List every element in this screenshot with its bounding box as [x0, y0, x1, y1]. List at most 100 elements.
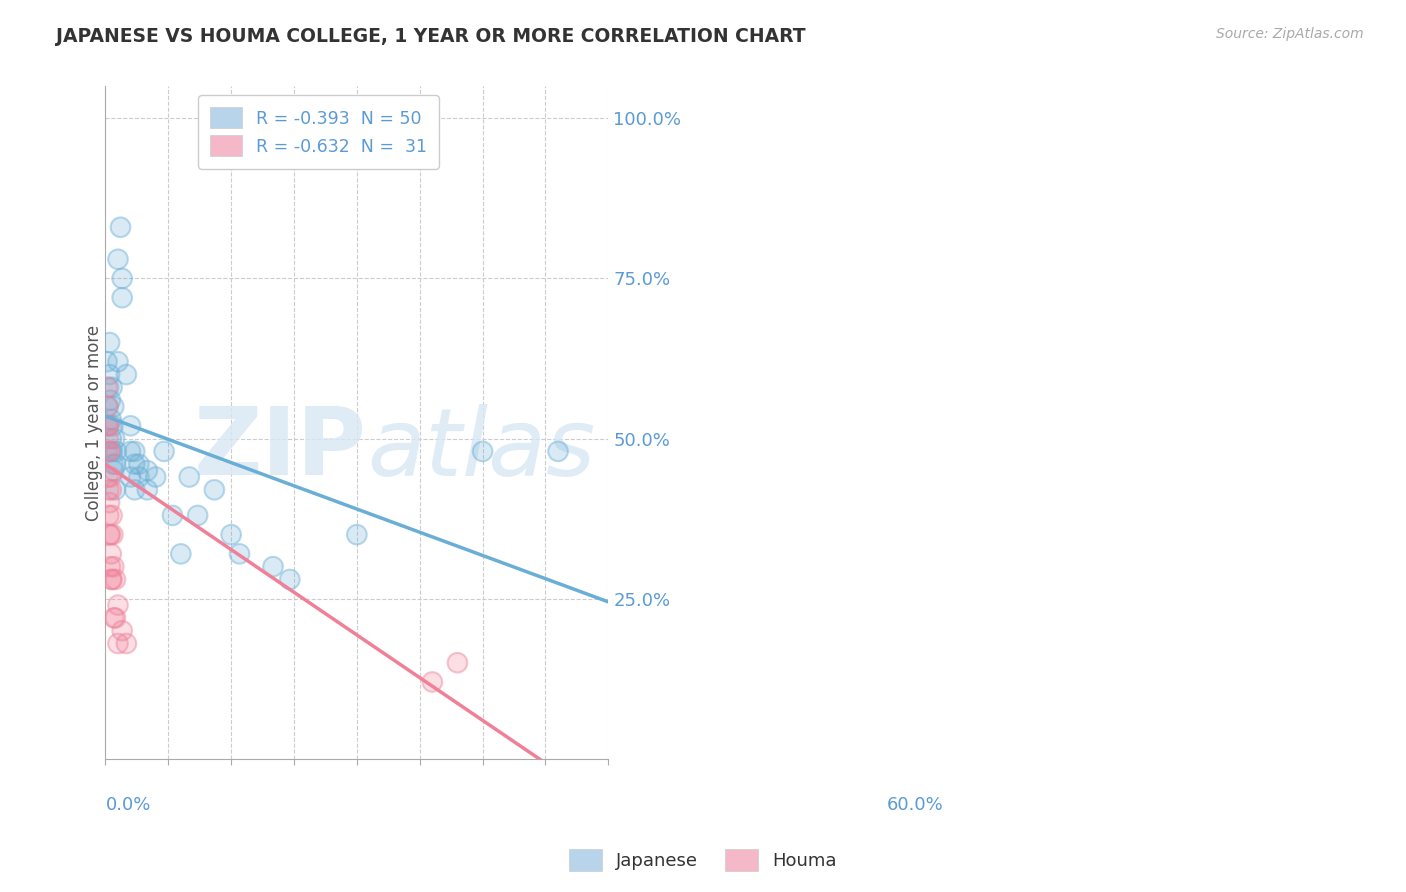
- Point: [136, 483, 159, 497]
- Point: [97, 418, 120, 433]
- Point: [111, 271, 134, 285]
- Point: [101, 457, 124, 471]
- Point: [96, 355, 118, 369]
- Point: [98, 368, 121, 382]
- Point: [97, 418, 120, 433]
- Point: [107, 636, 129, 650]
- Point: [136, 483, 159, 497]
- Point: [107, 636, 129, 650]
- Point: [107, 598, 129, 612]
- Legend: R = -0.393  N = 50, R = -0.632  N =  31: R = -0.393 N = 50, R = -0.632 N = 31: [198, 95, 439, 169]
- Point: [120, 418, 142, 433]
- Point: [100, 432, 122, 446]
- Point: [104, 432, 127, 446]
- Point: [262, 559, 284, 574]
- Point: [128, 470, 150, 484]
- Point: [120, 444, 142, 458]
- Point: [124, 457, 146, 471]
- Point: [346, 527, 368, 541]
- Point: [98, 495, 121, 509]
- Legend: Japanese, Houma: Japanese, Houma: [562, 842, 844, 879]
- Point: [420, 675, 443, 690]
- Point: [107, 355, 129, 369]
- Point: [98, 368, 121, 382]
- Point: [162, 508, 184, 523]
- Point: [101, 444, 124, 458]
- Point: [103, 464, 125, 478]
- Point: [96, 418, 118, 433]
- Point: [179, 470, 201, 484]
- Point: [97, 400, 120, 414]
- Point: [115, 368, 138, 382]
- Point: [96, 355, 118, 369]
- Point: [97, 508, 120, 523]
- Point: [98, 444, 121, 458]
- Point: [96, 380, 118, 394]
- Point: [111, 624, 134, 638]
- Point: [100, 573, 122, 587]
- Point: [110, 220, 132, 235]
- Point: [202, 483, 225, 497]
- Point: [120, 418, 142, 433]
- Point: [105, 444, 128, 458]
- Point: [107, 252, 129, 267]
- Point: [145, 470, 167, 484]
- Point: [170, 547, 193, 561]
- Point: [105, 444, 128, 458]
- Point: [101, 527, 124, 541]
- Point: [136, 464, 159, 478]
- Point: [100, 527, 122, 541]
- Point: [98, 335, 121, 350]
- Point: [115, 636, 138, 650]
- Point: [104, 483, 127, 497]
- Point: [547, 444, 569, 458]
- Point: [162, 508, 184, 523]
- Point: [420, 675, 443, 690]
- Point: [103, 400, 125, 414]
- Text: atlas: atlas: [367, 404, 595, 495]
- Point: [278, 573, 301, 587]
- Point: [96, 380, 118, 394]
- Point: [98, 527, 121, 541]
- Point: [97, 380, 120, 394]
- Point: [446, 656, 468, 670]
- Point: [97, 400, 120, 414]
- Point: [97, 483, 120, 497]
- Point: [101, 573, 124, 587]
- Point: [124, 483, 146, 497]
- Point: [111, 271, 134, 285]
- Point: [219, 527, 242, 541]
- Point: [100, 470, 122, 484]
- Point: [471, 444, 494, 458]
- Point: [111, 624, 134, 638]
- Point: [110, 220, 132, 235]
- Point: [98, 527, 121, 541]
- Point: [111, 291, 134, 305]
- Point: [100, 432, 122, 446]
- Point: [100, 393, 122, 408]
- Y-axis label: College, 1 year or more: College, 1 year or more: [86, 325, 103, 521]
- Point: [103, 611, 125, 625]
- Point: [98, 444, 121, 458]
- Point: [187, 508, 209, 523]
- Point: [100, 393, 122, 408]
- Point: [104, 457, 127, 471]
- Point: [103, 559, 125, 574]
- Point: [100, 444, 122, 458]
- Point: [107, 355, 129, 369]
- Point: [100, 527, 122, 541]
- Point: [101, 444, 124, 458]
- Point: [100, 559, 122, 574]
- Point: [100, 412, 122, 426]
- Text: 0.0%: 0.0%: [105, 796, 150, 814]
- Point: [104, 483, 127, 497]
- Point: [107, 598, 129, 612]
- Point: [97, 400, 120, 414]
- Point: [101, 508, 124, 523]
- Text: JAPANESE VS HOUMA COLLEGE, 1 YEAR OR MORE CORRELATION CHART: JAPANESE VS HOUMA COLLEGE, 1 YEAR OR MOR…: [56, 27, 806, 45]
- Point: [103, 464, 125, 478]
- Text: ZIP: ZIP: [194, 403, 367, 495]
- Point: [179, 470, 201, 484]
- Point: [103, 559, 125, 574]
- Point: [145, 470, 167, 484]
